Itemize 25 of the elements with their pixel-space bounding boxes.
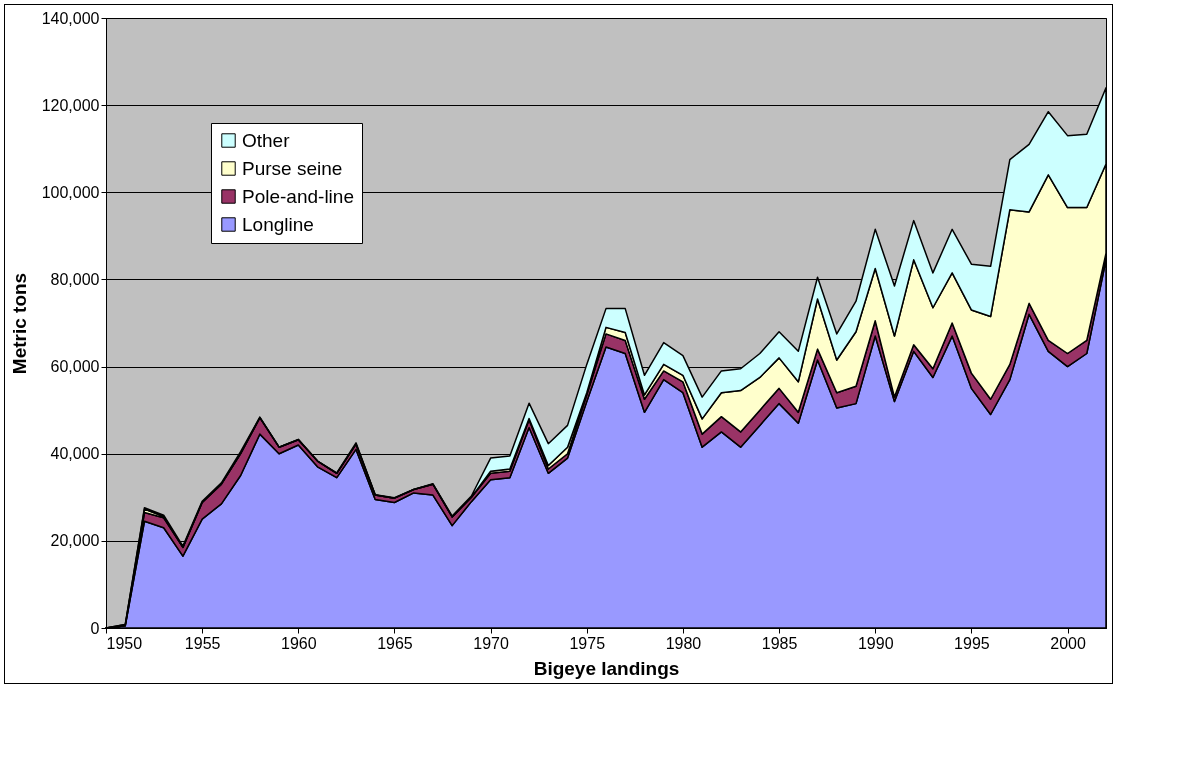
- y-tick-label: 80,000: [50, 270, 100, 288]
- x-tick-label: 1990: [857, 634, 894, 652]
- x-tick-label: 1950: [106, 634, 143, 652]
- x-tick-label: 1970: [473, 634, 510, 652]
- y-tick-label: 0: [90, 619, 100, 637]
- x-tick-label: 1960: [281, 634, 317, 652]
- legend-label: Pole-and-line: [242, 185, 354, 207]
- x-tick-label: 1995: [954, 634, 990, 652]
- y-tick-label: 120,000: [41, 96, 100, 114]
- y-tick-label: 140,000: [41, 9, 100, 27]
- x-tick-label: 1965: [377, 634, 413, 652]
- y-tick-label: 20,000: [50, 532, 100, 550]
- legend-label: Purse seine: [242, 157, 343, 179]
- x-tick-label: 1975: [569, 634, 606, 652]
- x-tick-label: 2000: [1050, 634, 1086, 652]
- x-axis-title: Bigeye landings: [533, 657, 680, 679]
- y-tick-label: 100,000: [41, 183, 100, 201]
- x-tick-label: 1980: [665, 634, 702, 652]
- y-tick-label: 40,000: [50, 445, 100, 463]
- x-tick-label: 1985: [761, 634, 798, 652]
- legend-label: Longline: [242, 213, 314, 235]
- x-tick-label: 1955: [184, 634, 221, 652]
- y-tick-label: 60,000: [50, 358, 100, 376]
- y-axis-title: Metric tons: [8, 272, 30, 375]
- legend-label: Other: [242, 129, 291, 151]
